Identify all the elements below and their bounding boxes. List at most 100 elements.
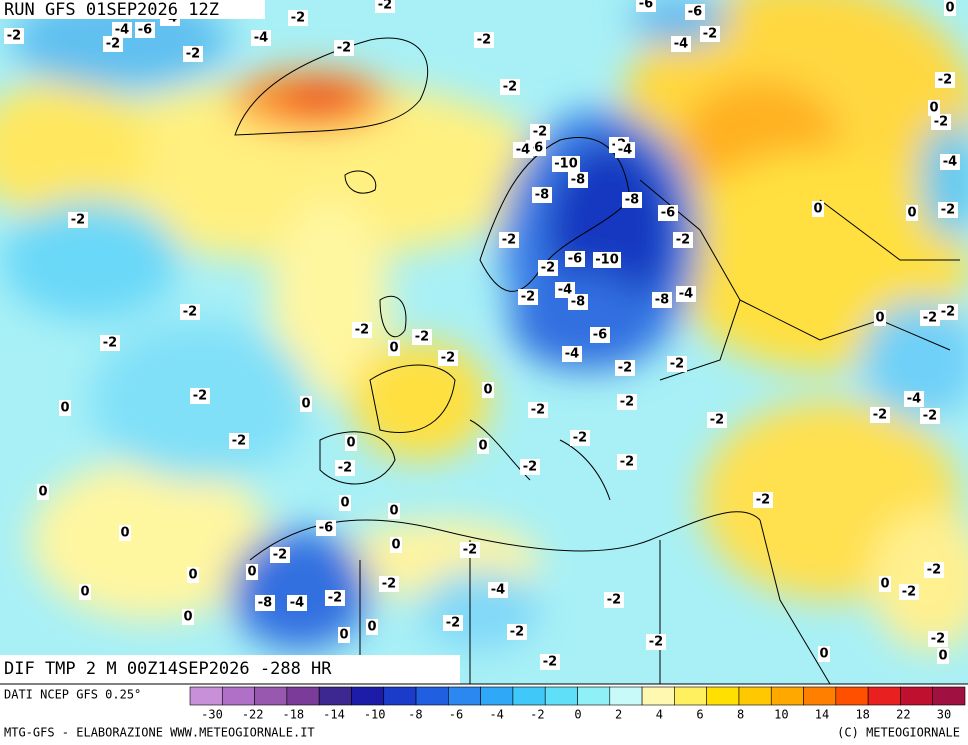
field: -4-6-4-2-2-2-2-2-4-2-6-6-4-20-2-2-20-2-4…	[0, 0, 968, 684]
contour-label: -2	[618, 361, 632, 376]
contour-label-bg	[375, 0, 395, 13]
contour-label-bg	[906, 205, 918, 221]
contour-label-bg	[366, 619, 378, 635]
contour-label: -2	[103, 336, 117, 351]
contour-label: -2	[71, 213, 85, 228]
contour-label-bg	[37, 484, 49, 500]
contour-label-bg	[518, 289, 538, 305]
contour-label: -2	[441, 351, 455, 366]
contour-label-bg	[187, 567, 199, 583]
contour-label: -2	[710, 413, 724, 428]
map-title: DIF TMP 2 M 00Z14SEP2026 -288 HR	[4, 659, 332, 679]
contour-label: -4	[516, 143, 530, 158]
contour-label: -4	[115, 23, 129, 38]
contour-label-bg	[938, 304, 958, 320]
contour-label-bg	[879, 576, 891, 592]
contour-label: -2	[186, 47, 200, 62]
contour-label: 0	[389, 504, 398, 519]
contour-label: 0	[813, 202, 822, 217]
contour-label: -2	[649, 635, 663, 650]
color-swatch	[544, 686, 578, 706]
contour-label: -2	[382, 577, 396, 592]
contour-label-bg	[388, 503, 400, 519]
contour-label-bg	[590, 327, 610, 343]
contour-label-bg	[338, 627, 350, 643]
contour-label: -2	[273, 548, 287, 563]
contour-label-bg	[520, 459, 540, 475]
contour-label-bg	[229, 433, 249, 449]
contour-label-bg	[112, 22, 132, 38]
colorbar-label: 4	[656, 708, 663, 722]
contour-label: -8	[571, 173, 585, 188]
contour-label-bg	[617, 394, 637, 410]
contour-label: -2	[620, 395, 634, 410]
colorbar-label: -10	[364, 708, 386, 722]
contour-label: -2	[873, 408, 887, 423]
contour-label: -2	[355, 323, 369, 338]
contour-label-bg	[477, 438, 489, 454]
contour-label-bg	[658, 205, 678, 221]
contour-label: 0	[120, 526, 129, 541]
colorbar-label: 6	[696, 708, 703, 722]
contour-label-bg	[552, 156, 580, 172]
contour-label-bg	[676, 286, 696, 302]
contour-label-bg	[352, 322, 372, 338]
contour-label-bg	[646, 634, 666, 650]
contour-label: -2	[106, 37, 120, 52]
color-swatch	[803, 686, 837, 706]
color-swatch	[189, 686, 223, 706]
contour-label-bg	[904, 391, 924, 407]
contour-label: -2	[756, 493, 770, 508]
contour-label: 0	[875, 311, 884, 326]
contour-label-bg	[438, 350, 458, 366]
contour-label-bg	[119, 525, 131, 541]
contour-label: -4	[679, 287, 693, 302]
contour-label: -2	[533, 125, 547, 140]
contour-label: -2	[543, 655, 557, 670]
contour-label: -4	[618, 143, 632, 158]
contour-label: -2	[931, 632, 945, 647]
copyright-label: (C) METEOGIORNALE	[837, 726, 960, 740]
contour-label-bg	[334, 40, 354, 56]
color-swatch	[738, 686, 772, 706]
color-swatch	[318, 686, 352, 706]
contour-label: 0	[60, 401, 69, 416]
contour-label: -2	[670, 357, 684, 372]
contour-label-bg	[565, 251, 585, 267]
contour-label-bg	[390, 537, 402, 553]
contour-label: -6	[661, 206, 675, 221]
color-swatch	[480, 686, 514, 706]
contour-label-bg	[937, 648, 949, 664]
color-swatch	[577, 686, 611, 706]
contour-label-bg	[251, 30, 271, 46]
contour-label: -4	[565, 347, 579, 362]
contour-label: -2	[941, 203, 955, 218]
contour-label: -2	[446, 616, 460, 631]
colorbar-label: 18	[855, 708, 869, 722]
color-swatch	[867, 686, 901, 706]
colorbar-label: -8	[408, 708, 422, 722]
contour-label: 0	[938, 649, 947, 664]
contour-label-bg	[570, 430, 590, 446]
contour-label-bg	[685, 4, 705, 20]
colorbar-label: -4	[489, 708, 503, 722]
color-swatch	[609, 686, 643, 706]
contour-label-bg	[482, 382, 494, 398]
contour-label-bg	[190, 388, 210, 404]
contour-label: -8	[571, 295, 585, 310]
contour-label-bg	[753, 492, 773, 508]
colorbar-label: 22	[896, 708, 910, 722]
colorbar-label: 30	[937, 708, 951, 722]
colorbar-label: -2	[530, 708, 544, 722]
color-swatch	[512, 686, 546, 706]
contour-label: 0	[80, 585, 89, 600]
contour-label: 0	[483, 383, 492, 398]
contour-label: -2	[328, 591, 342, 606]
contour-label: -4	[907, 392, 921, 407]
contour-label: -4	[254, 31, 268, 46]
contour-label-bg	[671, 36, 691, 52]
contour-label-bg	[940, 154, 960, 170]
contour-label: -8	[655, 293, 669, 308]
contour-label: -2	[463, 543, 477, 558]
